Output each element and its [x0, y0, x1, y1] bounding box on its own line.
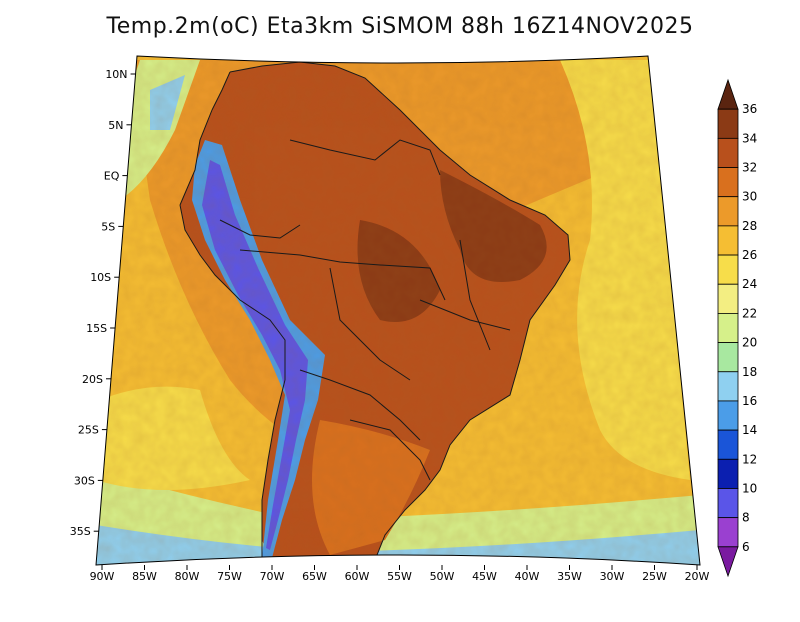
- lat-label: 5S: [101, 220, 115, 233]
- map-frame: [95, 55, 701, 566]
- lon-label: 80W: [175, 570, 200, 583]
- colorbar-label: 14: [742, 423, 757, 437]
- colorbar-label: 12: [742, 452, 757, 466]
- colorbar-segment: [717, 283, 739, 314]
- lat-label: 25S: [78, 424, 99, 437]
- colorbar-segment: [717, 225, 739, 256]
- colorbar-segment: [717, 342, 739, 373]
- colorbar-segment: [717, 429, 739, 460]
- lon-label: 90W: [90, 570, 115, 583]
- colorbar-label: 6: [742, 540, 750, 554]
- colorbar-label: 30: [742, 190, 757, 204]
- lat-label: 35S: [70, 525, 91, 538]
- colorbar-label: 24: [742, 277, 757, 291]
- lon-label: 30W: [600, 570, 625, 583]
- colorbar-segment: [717, 400, 739, 431]
- lon-label: 60W: [345, 570, 370, 583]
- lon-label: 55W: [387, 570, 412, 583]
- colorbar: 36 34 32 30 28 26 24 22 20 18 16 14 12 10 8 6: [717, 78, 757, 578]
- lat-label: 10S: [90, 271, 111, 284]
- colorbar-segment: [717, 254, 739, 285]
- lat-label: 30S: [74, 474, 95, 487]
- colorbar-label: 34: [742, 131, 757, 145]
- lon-label: 50W: [430, 570, 455, 583]
- country-borders: [179, 61, 571, 561]
- lon-label: 75W: [217, 570, 242, 583]
- colorbar-segment: [717, 108, 739, 139]
- colorbar-label: 20: [742, 336, 757, 350]
- lat-label: 10N: [105, 68, 127, 81]
- lat-label: 15S: [86, 322, 107, 335]
- latitude-axis: 10N 5N EQ 5S 10S 15S 20S 25S 30S 35S: [70, 68, 136, 538]
- lat-label: 5N: [108, 119, 123, 132]
- lon-label: 40W: [515, 570, 540, 583]
- lat-label: 20S: [82, 373, 103, 386]
- lon-label: 45W: [472, 570, 497, 583]
- colorbar-segment: [717, 488, 739, 519]
- colorbar-segment: [717, 167, 739, 198]
- colorbar-segment: [717, 196, 739, 227]
- lat-label: EQ: [104, 170, 120, 183]
- colorbar-label: 36: [742, 102, 757, 116]
- map-title: Temp.2m(oC) Eta3km SiSMOM 88h 16Z14NOV20…: [106, 14, 694, 39]
- colorbar-label: 32: [742, 161, 757, 175]
- colorbar-label: 16: [742, 394, 757, 408]
- lon-label: 85W: [132, 570, 157, 583]
- colorbar-label: 22: [742, 306, 757, 320]
- colorbar-segment: [717, 371, 739, 402]
- colorbar-cap-bottom: [717, 546, 739, 578]
- colorbar-label: 18: [742, 365, 757, 379]
- lon-label: 35W: [557, 570, 582, 583]
- colorbar-cap-top: [717, 78, 739, 110]
- lon-label: 70W: [260, 570, 285, 583]
- lon-label: 25W: [642, 570, 667, 583]
- colorbar-label: 28: [742, 219, 757, 233]
- colorbar-label: 8: [742, 511, 750, 525]
- lon-label: 20W: [685, 570, 710, 583]
- colorbar-segment: [717, 137, 739, 168]
- colorbar-label: 26: [742, 248, 757, 262]
- lon-label: 65W: [302, 570, 327, 583]
- longitude-axis: 90W 85W 80W 75W 70W 65W 60W 55W 50W 45W 40W 35W 30W 2…: [90, 565, 710, 583]
- temperature-field: [96, 56, 700, 565]
- colorbar-segment: [717, 313, 739, 343]
- colorbar-label: 10: [742, 481, 757, 495]
- colorbar-segment: [717, 458, 739, 489]
- colorbar-segment: [717, 517, 739, 548]
